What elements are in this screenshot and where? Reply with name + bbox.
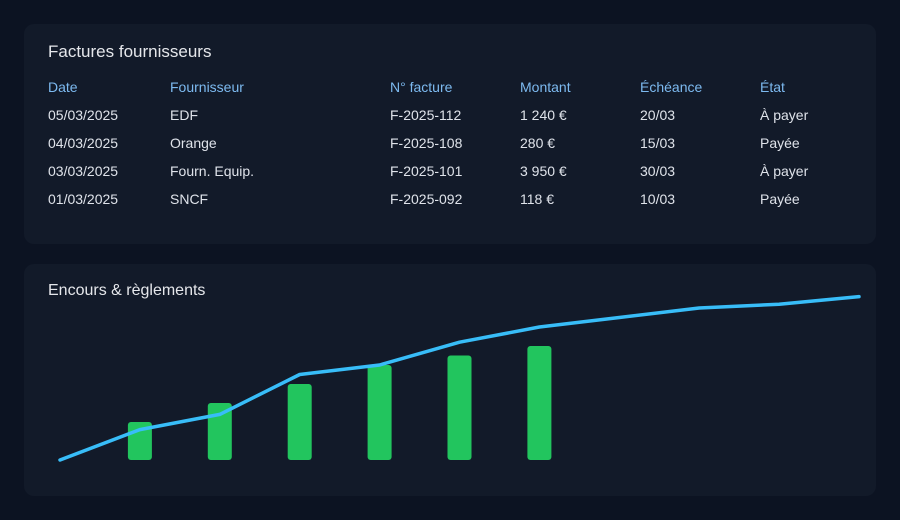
cell-supplier: Fourn. Equip. [170,163,255,179]
cell-status: Payée [760,135,800,151]
column-header-supplier[interactable]: Fournisseur [170,79,244,95]
table-row[interactable]: 04/03/2025 Orange F-2025-108 280 € 15/03… [24,133,876,153]
cell-amount: 1 240 € [520,107,567,123]
cell-supplier: SNCF [170,191,209,207]
table-row[interactable]: 05/03/2025 EDF F-2025-112 1 240 € 20/03 … [24,105,876,125]
cell-invoice-number: F-2025-092 [390,191,463,207]
table-row[interactable]: 01/03/2025 SNCF F-2025-092 118 € 10/03 P… [24,189,876,209]
cell-due-date: 10/03 [640,191,676,207]
cell-invoice-number: F-2025-101 [390,163,463,179]
cell-invoice-number: F-2025-108 [390,135,463,151]
chart-bar [287,384,312,460]
chart-bar [447,355,472,460]
cell-date: 04/03/2025 [48,135,119,151]
cell-date: 05/03/2025 [48,107,119,123]
cell-supplier: Orange [170,135,217,151]
cell-due-date: 15/03 [640,135,676,151]
cell-date: 03/03/2025 [48,163,119,179]
column-header-amount[interactable]: Montant [520,79,571,95]
cell-status: Payée [760,191,800,207]
cell-amount: 280 € [520,135,556,151]
cell-status: À payer [760,107,809,123]
cell-supplier: EDF [170,107,198,123]
chart-title: Encours & règlements [48,282,206,299]
cell-amount: 3 950 € [520,163,567,179]
cell-date: 01/03/2025 [48,191,119,207]
chart-bar [367,365,392,460]
cell-invoice-number: F-2025-112 [390,107,462,123]
chart-bar [527,346,552,460]
column-header-invoice-number[interactable]: N° facture [390,79,453,95]
table-header-row: Date Fournisseur N° facture Montant Éché… [24,77,876,97]
cell-status: À payer [760,163,809,179]
table-row[interactable]: 03/03/2025 Fourn. Equip. F-2025-101 3 95… [24,161,876,181]
cell-due-date: 20/03 [640,107,676,123]
column-header-status[interactable]: État [760,79,785,95]
chart-plot [58,294,861,462]
column-header-due-date[interactable]: Échéance [640,79,703,95]
cell-due-date: 30/03 [640,163,676,179]
cell-amount: 118 € [520,191,554,207]
chart-card: Encours & règlements [24,264,876,496]
invoices-title: Factures fournisseurs [48,42,212,61]
chart-line-series [58,294,861,462]
column-header-date[interactable]: Date [48,79,78,95]
invoices-card: Factures fournisseurs Date Fournisseur N… [24,24,876,244]
